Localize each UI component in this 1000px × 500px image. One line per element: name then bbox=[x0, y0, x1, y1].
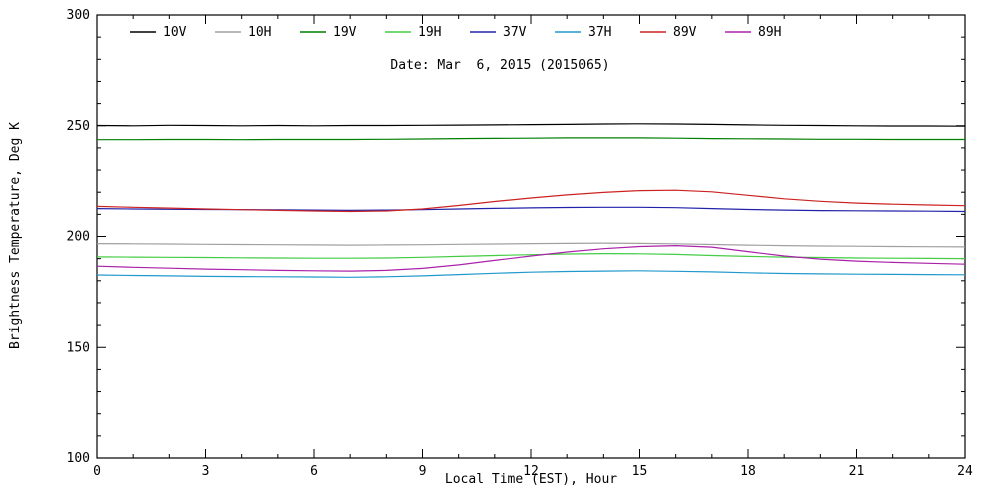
series-line-10V bbox=[96, 123, 966, 127]
y-tick-label: 100 bbox=[67, 451, 90, 466]
legend-label-19H: 19H bbox=[418, 25, 441, 40]
series-line-19V bbox=[97, 137, 965, 141]
series-line-19H bbox=[96, 253, 966, 260]
x-tick-label: 21 bbox=[849, 464, 865, 479]
legend-label-19V: 19V bbox=[333, 25, 357, 40]
y-tick-label: 200 bbox=[67, 230, 90, 245]
chart-title: Date: Mar 6, 2015 (2015065) bbox=[390, 58, 610, 73]
legend-label-37H: 37H bbox=[588, 25, 611, 40]
series-line-89V bbox=[96, 189, 966, 213]
x-tick-label: 3 bbox=[202, 464, 210, 479]
x-axis-label: Local Time (EST), Hour bbox=[444, 472, 618, 487]
y-tick-label: 250 bbox=[67, 119, 90, 134]
x-tick-label: 6 bbox=[310, 464, 318, 479]
legend-label-37V: 37V bbox=[503, 25, 527, 40]
y-tick-label: 150 bbox=[67, 340, 90, 355]
series-line-37H bbox=[96, 270, 966, 278]
x-tick-label: 18 bbox=[740, 464, 756, 479]
x-tick-label: 9 bbox=[419, 464, 427, 479]
x-tick-label: 0 bbox=[93, 464, 101, 479]
y-axis-label: Brightness Temperature, Deg K bbox=[8, 122, 23, 349]
legend-label-89V: 89V bbox=[673, 25, 697, 40]
x-tick-label: 15 bbox=[632, 464, 648, 479]
legend-label-89H: 89H bbox=[758, 25, 781, 40]
x-tick-label: 24 bbox=[957, 464, 973, 479]
series-line-10H bbox=[96, 242, 966, 248]
legend-label-10V: 10V bbox=[163, 25, 187, 40]
legend-label-10H: 10H bbox=[248, 25, 271, 40]
plot-frame bbox=[96, 14, 966, 459]
x-tick-label: 12 bbox=[523, 464, 539, 479]
y-tick-label: 300 bbox=[67, 8, 90, 23]
series-line-89H bbox=[96, 245, 966, 272]
